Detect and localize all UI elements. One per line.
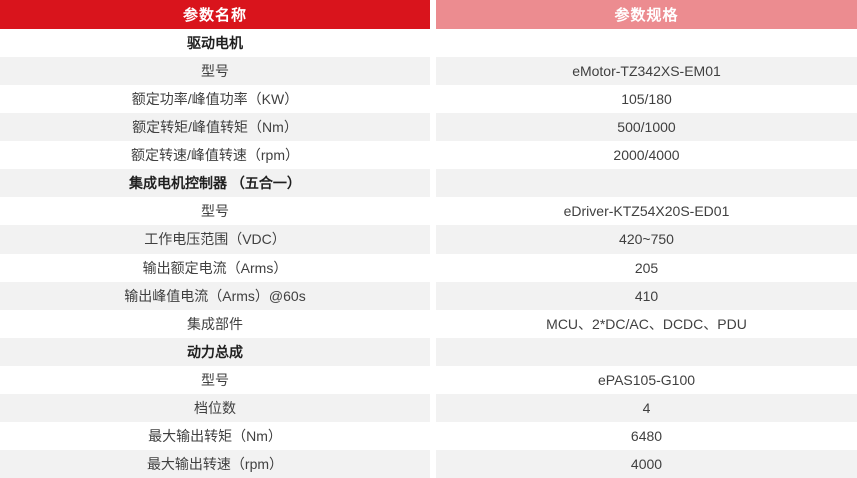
table-row: 动力总成: [0, 337, 857, 366]
table-row: 额定转矩/峰值转矩（Nm） 500/1000: [0, 113, 857, 142]
param-name-cell: 额定功率/峰值功率（KW）: [0, 85, 430, 114]
param-name-cell: 工作电压范围（VDC）: [0, 225, 430, 254]
param-spec-cell: eMotor-TZ342XS-EM01: [436, 57, 857, 86]
param-name-cell: 集成部件: [0, 309, 430, 338]
param-name-cell: 输出峰值电流（Arms）@60s: [0, 281, 430, 310]
param-spec-cell: eDriver-KTZ54X20S-ED01: [436, 197, 857, 226]
table-row: 档位数 4: [0, 393, 857, 422]
param-name-cell: 型号: [0, 197, 430, 226]
table-row: 型号 eDriver-KTZ54X20S-ED01: [0, 197, 857, 226]
table-row: 驱动电机: [0, 29, 857, 58]
table-row: 最大输出转速（rpm） 4000: [0, 449, 857, 478]
param-name-cell: 额定转矩/峰值转矩（Nm）: [0, 113, 430, 142]
param-name-cell: 集成电机控制器 （五合一）: [0, 169, 430, 198]
param-spec-cell: ePAS105-G100: [436, 365, 857, 394]
param-spec-cell: 410: [436, 281, 857, 310]
param-spec-cell: 4: [436, 393, 857, 422]
param-spec-cell: MCU、2*DC/AC、DCDC、PDU: [436, 309, 857, 338]
table-row: 输出峰值电流（Arms）@60s 410: [0, 281, 857, 310]
param-name-cell: 额定转速/峰值转速（rpm）: [0, 141, 430, 170]
param-name-cell: 最大输出转矩（Nm）: [0, 421, 430, 450]
table-row: 集成部件 MCU、2*DC/AC、DCDC、PDU: [0, 309, 857, 338]
table-row: 最大输出转矩（Nm） 6480: [0, 421, 857, 450]
param-spec-cell: 4000: [436, 449, 857, 478]
table-row: 型号 ePAS105-G100: [0, 365, 857, 394]
param-name-cell: 输出额定电流（Arms）: [0, 253, 430, 282]
param-name-cell: 型号: [0, 57, 430, 86]
param-spec-cell: 2000/4000: [436, 141, 857, 170]
table-row: 工作电压范围（VDC） 420~750: [0, 225, 857, 254]
param-spec-cell: [436, 337, 857, 366]
table-header-row: 参数名称 参数规格: [0, 0, 857, 29]
param-name-cell: 动力总成: [0, 337, 430, 366]
header-param-name: 参数名称: [0, 0, 430, 29]
param-spec-cell: 500/1000: [436, 113, 857, 142]
param-name-cell: 档位数: [0, 393, 430, 422]
param-name-cell: 型号: [0, 365, 430, 394]
param-spec-cell: [436, 29, 857, 58]
param-name-cell: 最大输出转速（rpm）: [0, 449, 430, 478]
table-row: 额定功率/峰值功率（KW） 105/180: [0, 85, 857, 114]
param-spec-cell: 205: [436, 253, 857, 282]
table-row: 型号 eMotor-TZ342XS-EM01: [0, 57, 857, 86]
param-spec-cell: 6480: [436, 421, 857, 450]
param-name-cell: 驱动电机: [0, 29, 430, 58]
param-spec-cell: [436, 169, 857, 198]
table-row: 集成电机控制器 （五合一）: [0, 169, 857, 198]
table-row: 输出额定电流（Arms） 205: [0, 253, 857, 282]
param-spec-cell: 105/180: [436, 85, 857, 114]
table-body: 驱动电机 型号 eMotor-TZ342XS-EM01 额定功率/峰值功率（KW…: [0, 29, 857, 478]
table-row: 额定转速/峰值转速（rpm） 2000/4000: [0, 141, 857, 170]
header-param-spec: 参数规格: [436, 0, 857, 29]
param-spec-cell: 420~750: [436, 225, 857, 254]
